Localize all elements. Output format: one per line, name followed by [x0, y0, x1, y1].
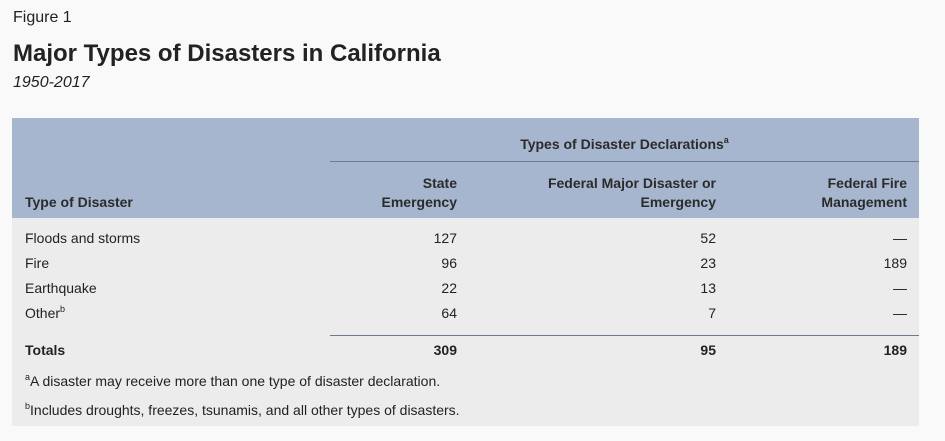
- column-header-state-line1: State: [422, 175, 457, 191]
- row-type: Fire: [25, 255, 50, 271]
- row-type: Earthquake: [25, 280, 97, 296]
- table-row: Otherb 64 7 —: [12, 305, 919, 325]
- table-row: Earthquake 22 13 —: [12, 280, 919, 300]
- group-header-label: Types of Disaster Declarations: [520, 136, 724, 152]
- figure-title: Major Types of Disasters in California: [13, 40, 441, 67]
- column-header-federal-line2: Emergency: [640, 194, 716, 210]
- row-federal: 23: [700, 255, 716, 271]
- column-header-type: Type of Disaster: [25, 194, 133, 210]
- footnote-a-mark: a: [25, 372, 31, 382]
- column-header-fire: Federal Fire Management: [821, 174, 907, 212]
- row-type-label: Other: [25, 305, 61, 321]
- row-fire: 189: [883, 255, 907, 271]
- column-header-federal: Federal Major Disaster or Emergency: [548, 174, 716, 212]
- figure-subtitle: 1950-2017: [13, 74, 90, 91]
- column-header-fire-line2: Management: [821, 194, 907, 210]
- table-row: Floods and storms 127 52 —: [12, 230, 919, 250]
- footnote-marker-b: b: [60, 304, 66, 314]
- figure-label: Figure 1: [13, 9, 72, 26]
- footnote-a: aA disaster may receive more than one ty…: [25, 372, 441, 390]
- totals-row: Totals 309 95 189: [12, 342, 919, 362]
- group-header-divider: [330, 161, 919, 162]
- row-fire: —: [893, 280, 907, 296]
- row-fire: —: [893, 230, 907, 246]
- row-state: 22: [441, 280, 457, 296]
- column-header-state-line2: Emergency: [381, 194, 457, 210]
- row-federal: 13: [700, 280, 716, 296]
- table-header: Types of Disaster Declarationsa Type of …: [12, 118, 919, 218]
- row-type: Otherb: [25, 304, 66, 322]
- column-header-state: State Emergency: [382, 174, 457, 212]
- group-header: Types of Disaster Declarationsa: [330, 135, 919, 153]
- footnote-b: bIncludes droughts, freezes, tsunamis, a…: [25, 401, 460, 419]
- disaster-table: Types of Disaster Declarationsa Type of …: [12, 118, 919, 426]
- row-federal: 7: [708, 305, 716, 321]
- footnote-b-text: Includes droughts, freezes, tsunamis, an…: [30, 402, 460, 418]
- totals-fire: 189: [883, 342, 907, 358]
- row-state: 64: [441, 305, 457, 321]
- column-header-fire-line1: Federal Fire: [827, 175, 907, 191]
- footnote-a-text: A disaster may receive more than one typ…: [30, 373, 441, 389]
- row-federal: 52: [700, 230, 716, 246]
- row-state: 96: [441, 255, 457, 271]
- totals-label: Totals: [25, 342, 66, 358]
- totals-federal: 95: [700, 342, 716, 358]
- row-state: 127: [433, 230, 457, 246]
- row-type: Floods and storms: [25, 230, 141, 246]
- table-row: Fire 96 23 189: [12, 255, 919, 275]
- footnote-b-mark: b: [25, 401, 31, 411]
- totals-state: 309: [433, 342, 457, 358]
- totals-divider: [330, 335, 919, 336]
- row-fire: —: [893, 305, 907, 321]
- footnote-marker-a: a: [723, 135, 729, 145]
- column-header-federal-line1: Federal Major Disaster or: [547, 175, 716, 191]
